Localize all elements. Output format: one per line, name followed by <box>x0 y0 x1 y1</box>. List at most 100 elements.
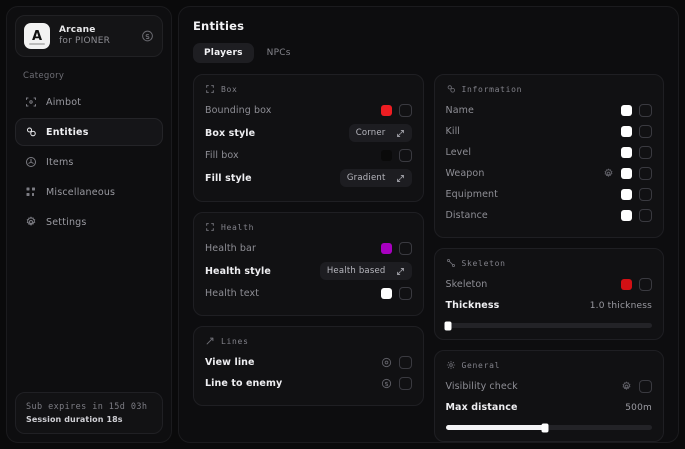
row-controls <box>621 146 652 159</box>
color-swatch[interactable] <box>380 105 392 116</box>
slider-knob[interactable] <box>541 423 549 432</box>
checkbox[interactable] <box>398 104 412 117</box>
card-title: Information <box>461 84 523 94</box>
row-label: Health style <box>205 265 271 277</box>
row-fill-style: Fill style Gradient <box>205 166 412 190</box>
crosshair-icon <box>26 97 36 107</box>
gear-icon[interactable] <box>381 378 392 389</box>
sidebar-nav: Aimbot Entities Items <box>15 88 163 236</box>
row-controls <box>603 167 652 180</box>
settings-columns: Box Bounding box Box style Cor <box>193 74 664 442</box>
expand-icon <box>396 267 404 275</box>
checkbox[interactable] <box>639 209 652 222</box>
row-controls <box>380 104 412 117</box>
color-swatch[interactable] <box>380 288 392 299</box>
row-controls <box>621 380 652 393</box>
row-max-distance: Max distance 500m <box>446 397 653 418</box>
row-health-text: Health text <box>205 283 412 304</box>
sidebar-item-miscellaneous[interactable]: Miscellaneous <box>15 178 163 206</box>
gear-icon[interactable] <box>381 357 392 368</box>
checkbox[interactable] <box>398 377 412 390</box>
row-controls <box>621 125 652 138</box>
color-swatch[interactable] <box>621 126 632 137</box>
checkbox[interactable] <box>398 242 412 255</box>
gear-icon <box>26 216 36 226</box>
color-swatch[interactable] <box>621 105 632 116</box>
card-title: Health <box>221 222 255 232</box>
entities-icon <box>447 85 455 93</box>
color-swatch[interactable] <box>621 189 632 200</box>
card-skeleton: Skeleton Skeleton Thickness 1.0 thicknes… <box>433 248 664 340</box>
row-label: Fill style <box>205 172 252 184</box>
sidebar: A Arcane for PIONER Category Aimbot <box>6 6 172 443</box>
color-swatch[interactable] <box>621 147 632 158</box>
row-label: Box style <box>205 127 256 139</box>
row-controls: Health based <box>319 262 412 280</box>
row-fill-box: Fill box <box>205 145 412 166</box>
color-swatch[interactable] <box>621 168 632 179</box>
row-health-style: Health style Health based <box>205 259 412 283</box>
card-title: Skeleton <box>461 258 506 268</box>
brand-card[interactable]: A Arcane for PIONER <box>15 15 163 57</box>
card-header: Lines <box>205 336 412 346</box>
tab-players[interactable]: Players <box>193 43 254 63</box>
checkbox[interactable] <box>398 356 412 369</box>
row-label: Skeleton <box>445 279 488 290</box>
row-label: Health bar <box>205 243 256 254</box>
card-header: Health <box>205 222 412 232</box>
row-controls <box>380 242 412 255</box>
row-label: Fill box <box>205 150 239 161</box>
card-information: Information Name Kill <box>433 74 664 238</box>
checkbox[interactable] <box>639 167 652 180</box>
gear-icon[interactable] <box>141 30 154 43</box>
fill-style-dropdown[interactable]: Gradient <box>339 169 412 187</box>
row-line-to-enemy: Line to enemy <box>205 373 412 394</box>
card-health: Health Health bar Health style <box>193 212 424 316</box>
checkbox[interactable] <box>639 104 652 117</box>
row-thickness: Thickness 1.0 thickness <box>446 295 653 316</box>
card-lines: Lines View line Line to e <box>193 326 424 406</box>
row-label: Weapon <box>445 168 485 179</box>
checkbox[interactable] <box>639 278 652 291</box>
checkbox[interactable] <box>639 188 652 201</box>
checkbox[interactable] <box>639 125 652 138</box>
color-swatch[interactable] <box>621 279 632 290</box>
sidebar-item-entities[interactable]: Entities <box>15 118 163 146</box>
arrow-diagonal-icon <box>206 337 214 345</box>
health-style-dropdown[interactable]: Health based <box>319 262 412 280</box>
brand-logo-letter: A <box>31 28 43 44</box>
brand-text: Arcane for PIONER <box>59 25 110 47</box>
gear-icon[interactable] <box>603 168 614 179</box>
color-swatch[interactable] <box>621 210 632 221</box>
slider-knob[interactable] <box>444 321 452 330</box>
box-style-dropdown[interactable]: Corner <box>348 124 412 142</box>
row-controls <box>380 149 412 162</box>
max-distance-slider[interactable] <box>445 423 652 432</box>
items-icon <box>26 157 36 167</box>
tab-npcs[interactable]: NPCs <box>266 48 291 58</box>
row-view-line: View line <box>205 352 412 373</box>
checkbox[interactable] <box>398 287 412 300</box>
bone-icon <box>446 259 455 267</box>
card-header: Skeleton <box>446 258 653 268</box>
sidebar-item-settings[interactable]: Settings <box>15 208 163 236</box>
color-swatch[interactable] <box>380 243 392 254</box>
row-controls <box>621 104 652 117</box>
row-label: Equipment <box>445 189 498 200</box>
row-label: Bounding box <box>205 105 272 116</box>
sidebar-item-aimbot[interactable]: Aimbot <box>15 88 163 116</box>
thickness-slider[interactable] <box>444 321 652 330</box>
card-general: General Visibility check <box>433 350 664 442</box>
row-label: Max distance <box>445 402 518 413</box>
checkbox[interactable] <box>639 380 652 393</box>
row-label: Thickness <box>445 300 500 311</box>
color-swatch[interactable] <box>380 150 392 161</box>
checkbox[interactable] <box>398 149 412 162</box>
sidebar-item-items[interactable]: Items <box>15 148 163 176</box>
row-controls: Gradient <box>339 169 412 187</box>
sidebar-item-label: Aimbot <box>46 96 82 108</box>
expand-icon <box>396 129 404 137</box>
gear-icon[interactable] <box>621 381 632 392</box>
checkbox[interactable] <box>639 146 652 159</box>
left-column: Box Bounding box Box style Cor <box>193 74 424 406</box>
